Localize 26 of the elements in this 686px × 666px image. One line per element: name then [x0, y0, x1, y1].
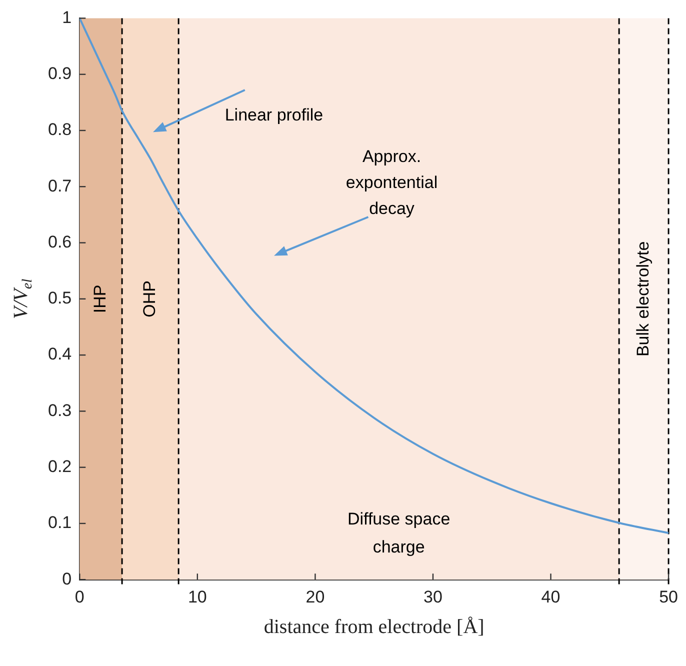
- line-series: [80, 18, 669, 534]
- annotation: Linear profile: [224, 106, 324, 125]
- y-tick-label: 0.8: [48, 120, 72, 140]
- x-tick-label: 40: [541, 587, 560, 606]
- y-tick-label: 0.7: [48, 176, 72, 196]
- x-tick-label: 0: [74, 587, 84, 606]
- y-tick-label: 0.2: [48, 457, 72, 476]
- y-tick-label: 0.1: [48, 513, 72, 532]
- y-tick-label: 0.3: [48, 400, 72, 420]
- band-label: Diffuse space charge: [347, 509, 450, 556]
- y-axis-title: V/Vel: [10, 278, 36, 319]
- y-tick-label: 0: [62, 569, 72, 588]
- x-tick-label: 30: [424, 587, 442, 606]
- x-tick-label: 10: [188, 587, 207, 606]
- y-tick-label: 0.5: [48, 288, 72, 308]
- x-tick-label: 50: [659, 587, 678, 606]
- annotation: Approx. expontential decay: [346, 146, 438, 218]
- x-tick-label: 20: [306, 587, 325, 606]
- band-label: Bulk electrolyte: [634, 241, 652, 357]
- y-tick-label: 1: [62, 8, 72, 27]
- x-axis-title: distance from electrode [Å]: [264, 616, 484, 638]
- y-tick-label: 0.4: [48, 344, 72, 364]
- band-label: OHP: [140, 280, 159, 318]
- band-label: IHP: [90, 284, 110, 314]
- y-tick-label: 0.6: [48, 232, 72, 252]
- y-tick-label: 0.9: [48, 64, 72, 84]
